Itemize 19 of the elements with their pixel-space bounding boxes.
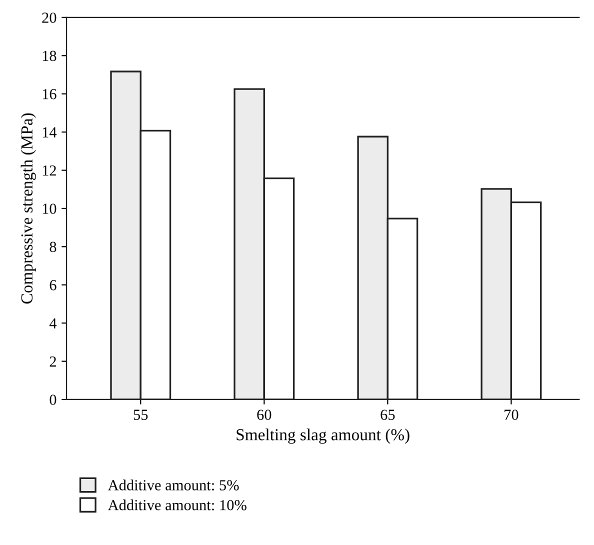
y-tick-label: 20 [42,12,56,23]
y-tick-label: 4 [49,318,57,328]
legend-label: Additive amount: 10% [108,500,246,510]
y-axis-title: Compressive strength (MPa) [20,113,36,304]
y-tick-label: 16 [42,89,56,100]
y-tick-label: 8 [50,242,56,252]
y-tick-label: 6 [50,280,56,290]
x-tick-label: 55 [134,410,148,420]
y-tick-label: 12 [42,165,56,176]
legend-label: Additive amount: 5% [108,480,239,490]
x-tick-label: 70 [504,410,518,420]
x-tick-label: 60 [257,410,272,420]
y-tick-label: 0 [50,394,56,405]
y-tick-label: 2 [50,356,56,367]
x-tick-label: 65 [380,410,395,420]
x-axis-title: Smelting slag amount (%) [236,428,410,444]
y-tick-label: 10 [42,204,56,214]
y-tick-label: 18 [42,50,56,62]
y-tick-label: 14 [42,127,57,138]
